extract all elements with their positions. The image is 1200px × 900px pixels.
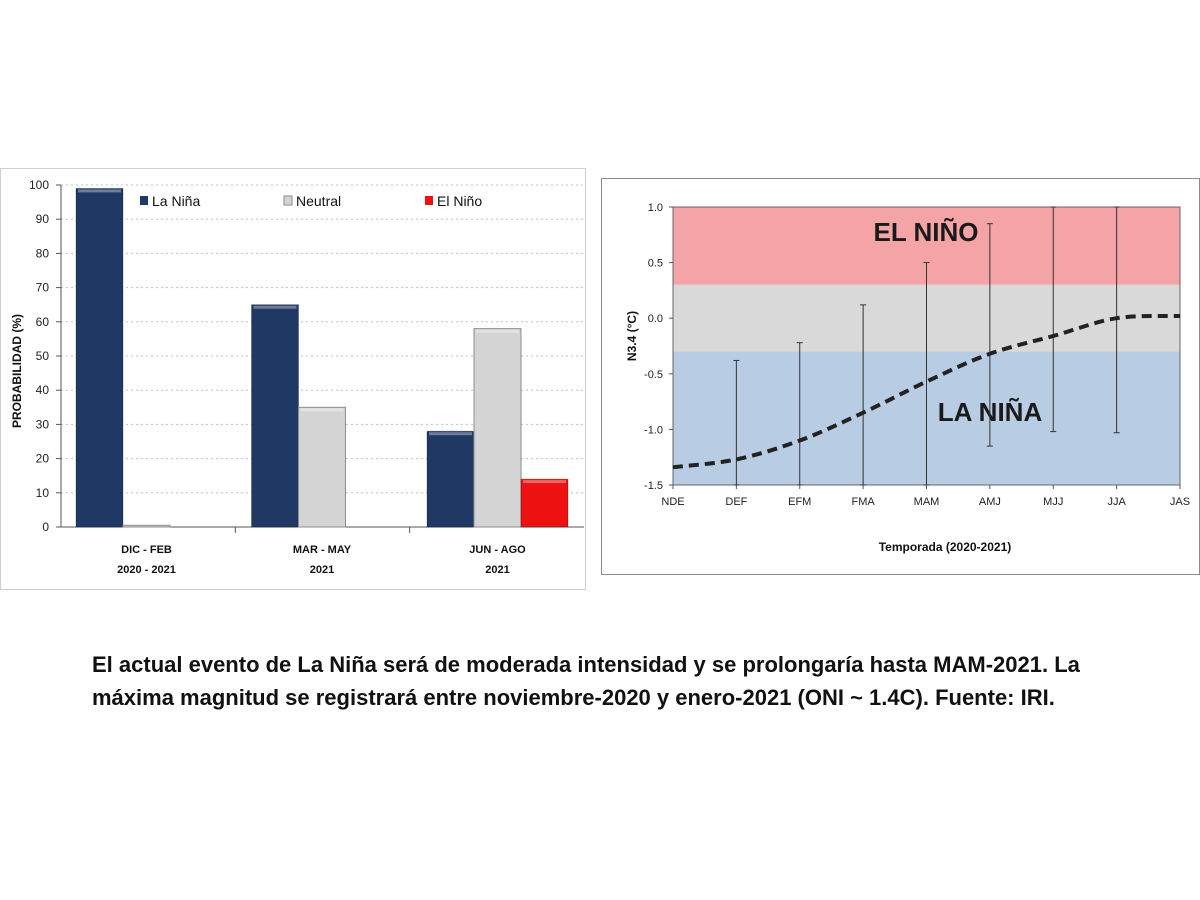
legend-label-la-nina: La Niña bbox=[152, 193, 200, 209]
category-label-line1: JUN - AGO bbox=[469, 544, 526, 556]
forecast-point-fma bbox=[862, 412, 864, 414]
y-tick-label: 90 bbox=[36, 212, 50, 226]
category-label-line1: MAR - MAY bbox=[293, 544, 352, 556]
y-tick-label: 0.0 bbox=[648, 313, 663, 325]
forecast-line bbox=[672, 313, 1181, 470]
region-label-el-nino: EL NIÑO bbox=[874, 217, 979, 247]
n34-forecast-chart: EL NIÑO LA NIÑA -1.5 -1.0 -0.5 0.0 0.5 1.0 NDE DE… bbox=[601, 178, 1200, 575]
forecast-point-jas bbox=[1179, 315, 1181, 317]
y-tick-label: 30 bbox=[36, 417, 50, 431]
bar-highlight bbox=[523, 480, 566, 484]
legend-swatch-la-nina bbox=[140, 196, 148, 205]
legend-label-el-nino: El Niño bbox=[437, 193, 482, 209]
y-tick-label: 10 bbox=[36, 486, 50, 500]
y-tick-label: 100 bbox=[29, 178, 49, 192]
y-tick-label: -1.0 bbox=[644, 424, 663, 436]
bar-highlight bbox=[429, 432, 472, 436]
y-tick-label: 80 bbox=[36, 246, 50, 260]
y-axis-title: PROBABILIDAD (%) bbox=[10, 314, 24, 428]
x-tick-label-fma: FMA bbox=[852, 496, 876, 508]
y-tick-label: 50 bbox=[36, 349, 50, 363]
x-tick-label-amj: AMJ bbox=[979, 496, 1001, 508]
x-tick-label-jja: JJA bbox=[1107, 496, 1126, 508]
x-tick-label-jas: JAS bbox=[1170, 496, 1190, 508]
forecast-point-amj bbox=[989, 353, 991, 355]
forecast-point-efm bbox=[799, 440, 801, 442]
x-axis-title: Temporada (2020-2021) bbox=[879, 540, 1012, 554]
y-tick-label: 0 bbox=[42, 520, 49, 534]
probability-bar-chart: 0 10 20 30 40 50 60 70 80 90 100 PROBABILIDAD (%) DI… bbox=[0, 168, 586, 590]
category-label-line2: 2021 bbox=[485, 564, 509, 576]
y-tick-label: 70 bbox=[36, 281, 50, 295]
bar-highlight bbox=[476, 329, 519, 333]
y-tick-label: 1.0 bbox=[648, 202, 663, 214]
forecast-point-mam bbox=[926, 381, 927, 383]
bar-la-nina-1 bbox=[251, 304, 299, 528]
bar-highlight bbox=[253, 305, 297, 309]
forecast-point-nde bbox=[672, 466, 674, 468]
forecast-point-jja bbox=[1116, 317, 1118, 319]
y-axis-title: N3.4 (°C) bbox=[625, 311, 639, 361]
y-tick-label: 20 bbox=[36, 452, 50, 466]
bar-chart-svg: 0 10 20 30 40 50 60 70 80 90 100 PROBABILIDAD (%) DI… bbox=[10, 178, 584, 576]
bar-neutral-0 bbox=[122, 524, 171, 528]
y-tick-label: -1.5 bbox=[644, 480, 663, 492]
bar-highlight bbox=[300, 408, 344, 412]
category-label-line1: DIC - FEB bbox=[121, 544, 172, 556]
bar-el-nino-2 bbox=[520, 478, 569, 528]
bar-la-nina-2 bbox=[426, 430, 475, 528]
legend-label-neutral: Neutral bbox=[296, 193, 341, 209]
figure-caption: El actual evento de La Niña será de mode… bbox=[92, 652, 1080, 710]
forecast-point-mjj bbox=[1052, 335, 1054, 337]
y-tick-label: 40 bbox=[36, 383, 50, 397]
y-tick-label: 60 bbox=[36, 315, 50, 329]
bar-la-nina-0 bbox=[75, 187, 124, 528]
legend-swatch-el-nino bbox=[425, 196, 433, 205]
bar-neutral-2 bbox=[473, 328, 522, 528]
bar-highlight bbox=[78, 189, 121, 193]
category-label-line2: 2020 - 2021 bbox=[117, 564, 176, 576]
bar-neutral-1 bbox=[298, 406, 346, 528]
x-tick-label-efm: EFM bbox=[788, 496, 811, 508]
x-tick-label-mam: MAM bbox=[914, 496, 940, 508]
x-tick-label-def: DEF bbox=[725, 496, 747, 508]
forecast-point-def bbox=[735, 458, 737, 460]
category-label-line2: 2021 bbox=[310, 564, 334, 576]
y-tick-label: -0.5 bbox=[644, 369, 663, 381]
y-tick-label: 0.5 bbox=[648, 258, 663, 270]
x-tick-label-mjj: MJJ bbox=[1043, 496, 1063, 508]
x-tick-label-nde: NDE bbox=[661, 496, 684, 508]
legend-swatch-neutral bbox=[283, 195, 293, 206]
